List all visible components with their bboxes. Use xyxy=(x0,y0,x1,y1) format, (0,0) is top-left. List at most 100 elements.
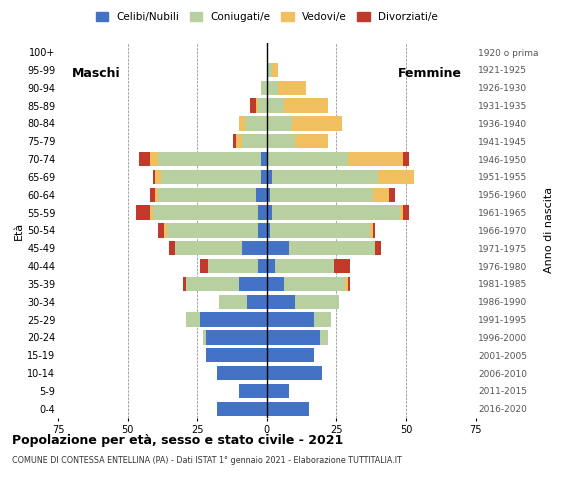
Bar xyxy=(256,188,267,202)
Bar xyxy=(158,152,261,166)
Bar xyxy=(217,402,267,416)
Bar xyxy=(400,205,403,220)
Bar xyxy=(345,277,347,291)
Bar xyxy=(136,205,150,220)
Bar xyxy=(236,134,242,148)
Bar xyxy=(186,277,239,291)
Bar xyxy=(375,241,381,255)
Bar xyxy=(347,152,403,166)
Bar xyxy=(158,223,164,238)
Bar xyxy=(203,330,205,345)
Bar xyxy=(233,134,236,148)
Bar xyxy=(219,295,247,309)
Bar xyxy=(370,223,372,238)
Bar xyxy=(205,330,267,345)
Bar xyxy=(239,116,245,131)
Bar xyxy=(155,170,161,184)
Bar xyxy=(200,259,208,273)
Bar xyxy=(158,188,256,202)
Bar xyxy=(261,81,267,95)
Bar xyxy=(259,223,267,238)
Bar xyxy=(267,170,273,184)
Text: Femmine: Femmine xyxy=(398,67,462,80)
Bar xyxy=(295,295,339,309)
Bar xyxy=(267,295,295,309)
Bar xyxy=(153,205,259,220)
Bar xyxy=(267,98,284,113)
Bar xyxy=(267,81,278,95)
Bar xyxy=(378,170,414,184)
Bar xyxy=(150,205,153,220)
Bar xyxy=(183,277,186,291)
Bar xyxy=(239,384,267,398)
Bar xyxy=(314,312,331,327)
Bar xyxy=(403,152,409,166)
Bar xyxy=(284,277,345,291)
Bar xyxy=(372,223,375,238)
Bar xyxy=(267,188,270,202)
Bar xyxy=(261,170,267,184)
Bar xyxy=(164,223,166,238)
Bar xyxy=(267,277,284,291)
Bar xyxy=(273,63,278,77)
Bar xyxy=(267,63,273,77)
Bar xyxy=(186,312,200,327)
Bar xyxy=(242,134,267,148)
Bar xyxy=(239,277,267,291)
Y-axis label: Età: Età xyxy=(14,221,24,240)
Bar xyxy=(205,348,267,362)
Bar xyxy=(267,259,275,273)
Bar xyxy=(273,170,378,184)
Bar xyxy=(267,116,292,131)
Bar xyxy=(270,223,370,238)
Bar xyxy=(175,241,242,255)
Bar xyxy=(261,152,267,166)
Bar xyxy=(292,116,342,131)
Bar xyxy=(155,188,158,202)
Bar xyxy=(259,98,267,113)
Bar xyxy=(217,366,267,380)
Bar xyxy=(150,188,155,202)
Bar xyxy=(403,205,409,220)
Bar xyxy=(208,259,259,273)
Text: COMUNE DI CONTESSA ENTELLINA (PA) - Dati ISTAT 1° gennaio 2021 - Elaborazione TU: COMUNE DI CONTESSA ENTELLINA (PA) - Dati… xyxy=(12,456,401,465)
Bar xyxy=(389,188,395,202)
Bar xyxy=(169,241,175,255)
Bar xyxy=(267,152,347,166)
Bar xyxy=(270,188,372,202)
Bar xyxy=(267,205,273,220)
Legend: Celibi/Nubili, Coniugati/e, Vedovi/e, Divorziati/e: Celibi/Nubili, Coniugati/e, Vedovi/e, Di… xyxy=(92,8,442,26)
Bar xyxy=(267,384,289,398)
Bar xyxy=(242,241,267,255)
Bar xyxy=(347,277,350,291)
Bar xyxy=(289,241,375,255)
Bar xyxy=(295,134,328,148)
Bar xyxy=(139,152,150,166)
Y-axis label: Anno di nascita: Anno di nascita xyxy=(545,187,554,274)
Bar xyxy=(267,223,270,238)
Bar xyxy=(153,170,155,184)
Bar xyxy=(200,312,267,327)
Text: Maschi: Maschi xyxy=(72,67,121,80)
Bar xyxy=(259,259,267,273)
Bar xyxy=(166,223,259,238)
Bar xyxy=(273,205,400,220)
Bar xyxy=(334,259,350,273)
Bar xyxy=(320,330,328,345)
Bar xyxy=(161,170,261,184)
Bar xyxy=(150,152,158,166)
Bar xyxy=(259,205,267,220)
Bar xyxy=(267,241,289,255)
Bar xyxy=(372,188,389,202)
Bar xyxy=(267,366,322,380)
Bar xyxy=(256,98,259,113)
Text: Popolazione per età, sesso e stato civile - 2021: Popolazione per età, sesso e stato civil… xyxy=(12,434,343,447)
Bar xyxy=(284,98,328,113)
Bar xyxy=(267,402,309,416)
Bar xyxy=(275,259,333,273)
Bar xyxy=(250,98,256,113)
Bar xyxy=(278,81,306,95)
Bar xyxy=(267,134,295,148)
Bar xyxy=(267,312,314,327)
Bar xyxy=(245,116,267,131)
